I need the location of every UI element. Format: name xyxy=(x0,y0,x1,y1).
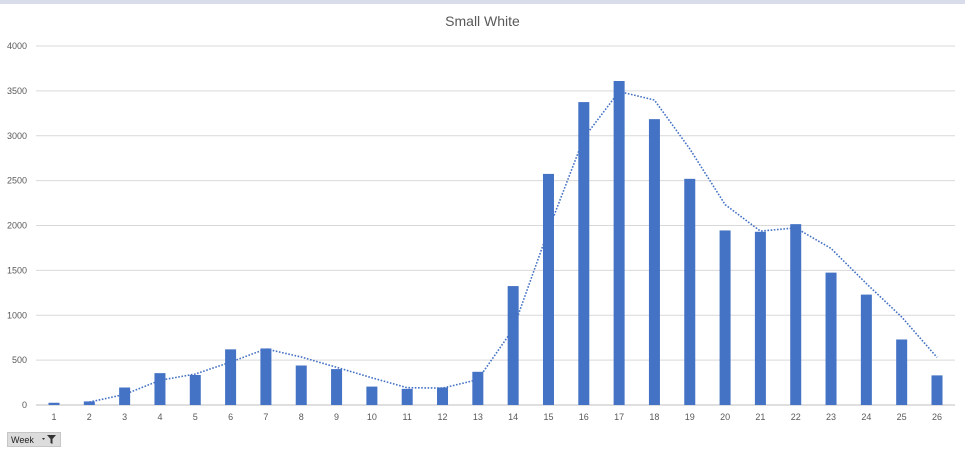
chart-title: Small White xyxy=(445,13,520,29)
week-field-button[interactable]: Week xyxy=(7,432,61,447)
y-tick-label: 1500 xyxy=(7,265,27,275)
bar xyxy=(719,230,731,405)
x-tick-label: 17 xyxy=(614,412,624,422)
x-tick-label: 10 xyxy=(367,412,377,422)
y-tick-label: 2000 xyxy=(7,221,27,231)
x-tick-label: 2 xyxy=(87,412,92,422)
bar xyxy=(931,375,943,405)
bar xyxy=(472,371,484,405)
x-tick-label: 14 xyxy=(508,412,518,422)
x-tick-label: 6 xyxy=(228,412,233,422)
x-tick-label: 18 xyxy=(649,412,659,422)
x-tick-label: 25 xyxy=(897,412,907,422)
bar xyxy=(366,386,378,405)
bar xyxy=(260,348,272,405)
y-tick-label: 0 xyxy=(22,400,27,410)
x-tick-label: 21 xyxy=(755,412,765,422)
y-tick-label: 4000 xyxy=(7,41,27,51)
bar xyxy=(578,102,590,405)
x-tick-label: 3 xyxy=(122,412,127,422)
bar xyxy=(896,339,908,405)
bar xyxy=(648,119,660,406)
bar xyxy=(860,294,872,405)
x-tick-label: 11 xyxy=(403,412,412,422)
x-tick-label: 16 xyxy=(579,412,589,422)
week-field-label: Week xyxy=(11,434,34,445)
x-tick-label: 13 xyxy=(473,412,483,422)
x-tick-label: 8 xyxy=(299,412,304,422)
bar-series xyxy=(48,81,943,406)
x-tick-label: 26 xyxy=(932,412,942,422)
bar xyxy=(119,387,131,405)
x-tick-label: 22 xyxy=(791,412,801,422)
bar xyxy=(225,349,237,405)
x-tick-label: 1 xyxy=(51,412,56,422)
y-tick-label: 1000 xyxy=(7,310,27,320)
x-tick-label: 20 xyxy=(720,412,730,422)
bar xyxy=(825,272,837,405)
bar xyxy=(83,401,95,405)
bar xyxy=(401,388,413,405)
y-axis-tick-labels: 0 500 1000 1500 2000 2500 3000 3500 4000 xyxy=(7,41,27,410)
bar xyxy=(754,231,766,405)
bar xyxy=(437,387,449,405)
bar xyxy=(48,402,60,405)
y-tick-label: 3000 xyxy=(7,131,27,141)
bar xyxy=(154,373,166,405)
y-tick-label: 3500 xyxy=(7,86,27,96)
bar xyxy=(542,173,554,405)
bar xyxy=(295,365,307,405)
y-tick-label: 2500 xyxy=(7,176,27,186)
filter-dropdown-icon[interactable] xyxy=(41,434,57,445)
gridlines xyxy=(36,45,955,406)
bar xyxy=(684,178,696,405)
bar xyxy=(790,224,802,405)
x-tick-label: 19 xyxy=(685,412,695,422)
window-edge xyxy=(0,0,965,4)
bar xyxy=(507,286,519,405)
bar xyxy=(331,369,343,405)
bar xyxy=(613,81,625,405)
bar xyxy=(189,374,201,405)
x-tick-label: 7 xyxy=(263,412,268,422)
x-axis-tick-labels: 1 2 3 4 5 6 7 8 9 10 11 12 13 14 15 16 17 18 19 20 21 22 23 24 2… xyxy=(51,412,942,422)
y-tick-label: 500 xyxy=(12,355,27,365)
x-tick-label: 4 xyxy=(157,412,162,422)
x-tick-label: 9 xyxy=(334,412,339,422)
x-tick-label: 15 xyxy=(543,412,553,422)
trendline xyxy=(89,90,938,403)
moving-average-trendline xyxy=(89,90,938,403)
x-tick-label: 23 xyxy=(826,412,836,422)
x-tick-label: 24 xyxy=(861,412,871,422)
x-tick-label: 5 xyxy=(193,412,198,422)
x-tick-label: 12 xyxy=(438,412,448,422)
